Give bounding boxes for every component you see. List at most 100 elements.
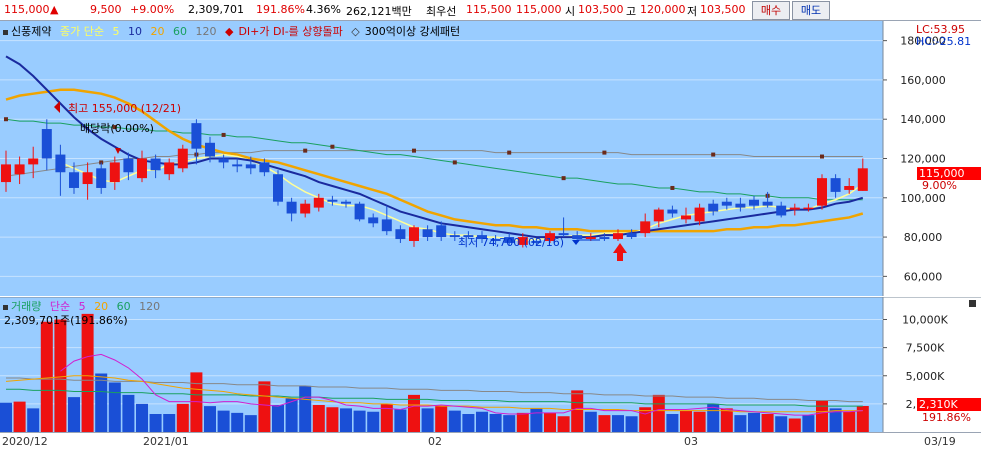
price-ma120-line — [5, 150, 863, 177]
x-label-2021-01: 2021/01 — [143, 435, 189, 448]
candle-body — [477, 235, 487, 240]
volume-bar — [149, 414, 162, 432]
candle-body — [123, 158, 134, 173]
ma60-label: 60 — [172, 25, 187, 38]
price-ma60-line — [5, 118, 863, 201]
ma-label: 종가 단순 — [59, 25, 104, 38]
candle-body — [259, 162, 270, 173]
volume-legend: 거래량 단순 5 20 60 120 — [3, 298, 165, 314]
candle-body — [327, 199, 338, 202]
ma120-marker — [711, 152, 716, 157]
candle-body — [96, 168, 107, 188]
candle-body — [762, 201, 773, 206]
volume-bar — [462, 414, 475, 432]
volume-current-text: 2,309,701주(191.86%) — [4, 314, 128, 327]
price-axis-label: 80,000 — [904, 231, 943, 244]
dividend-marker-icon — [115, 148, 121, 154]
candle-body — [721, 201, 732, 206]
candle-body — [558, 233, 569, 236]
candle-body — [177, 148, 188, 169]
candle-body — [626, 233, 637, 238]
volume-bar — [856, 406, 869, 432]
volume-bar — [176, 403, 189, 432]
ma5-label: 5 — [112, 25, 120, 38]
volume-bar — [108, 382, 121, 432]
volume-bar — [476, 411, 488, 432]
candle-body — [191, 123, 202, 149]
candle-body — [449, 235, 460, 238]
trade-value: 262,121백만 — [346, 5, 412, 18]
price-chart-panel[interactable]: 180,000 160,000 140,000 120,000 100,000 80,00… — [0, 21, 981, 296]
volume-bar — [312, 405, 325, 432]
candle-body — [164, 162, 175, 175]
volume-bar — [516, 412, 529, 432]
volume-bar — [13, 401, 26, 432]
ma120-label: 120 — [195, 25, 217, 38]
candle-body — [613, 233, 623, 240]
volume-bar — [190, 372, 203, 432]
current-price: 115,000 — [4, 3, 50, 16]
volume-bar — [394, 409, 407, 432]
buy-button[interactable]: 매수 — [752, 1, 790, 20]
ma120-marker — [602, 150, 607, 155]
candle-body — [436, 225, 447, 238]
price-chart[interactable]: 180,000 160,000 140,000 120,000 100,000 80,00… — [0, 21, 981, 296]
sell-button[interactable]: 매도 — [792, 1, 830, 20]
volume-bar — [802, 415, 815, 432]
candle-body — [218, 158, 229, 163]
price-axis-label: 60,000 — [904, 270, 943, 283]
candle-body — [490, 239, 501, 241]
last-volume-tag: 2,310K — [917, 398, 981, 411]
candle-body — [517, 237, 528, 245]
volume-bar — [571, 390, 584, 432]
volume-bar — [775, 416, 788, 432]
volume-bar — [81, 313, 94, 432]
volume-bar — [693, 411, 706, 432]
max-price-annotation: 최고 155,000 (12/21) — [68, 102, 182, 115]
candle-body — [409, 227, 419, 241]
volume-bar — [584, 411, 597, 432]
price-ma10-line — [5, 55, 864, 239]
volume-bar — [489, 414, 502, 432]
volume-bar — [353, 410, 366, 432]
price-axis-label: 180,000 — [900, 35, 946, 48]
volume-title: 거래량 — [11, 300, 42, 313]
candle-body — [395, 229, 406, 240]
last-price-tag: 115,000 — [917, 167, 981, 180]
candle-body — [749, 199, 759, 206]
candle-body — [667, 209, 678, 214]
volume-bar — [367, 411, 380, 432]
priority-label: 최우선 — [426, 5, 457, 18]
volume-ma60-line — [6, 388, 863, 407]
x-label-03: 03 — [684, 435, 698, 448]
up-arrow-icon: ▲ — [50, 3, 59, 16]
volume-bar — [380, 403, 393, 432]
x-label-current-date: 03/19 — [924, 435, 956, 448]
volume-axis-label: 7,500K — [906, 342, 945, 355]
candle-body — [694, 207, 705, 222]
candle-body — [830, 178, 841, 192]
volume-bar — [217, 410, 230, 432]
candle-body — [245, 164, 256, 169]
candle-body — [531, 241, 542, 243]
price-axis-background — [883, 21, 981, 296]
volume-ma-label: 단순 — [49, 300, 71, 313]
ma60-marker — [4, 117, 8, 122]
low-price: 103,500 — [700, 3, 746, 16]
buy-signal-arrow-icon — [613, 243, 627, 253]
candle-body — [368, 217, 379, 224]
price-change: 9,500 — [90, 3, 122, 16]
volume-bar — [829, 408, 842, 432]
volume-bar — [435, 406, 448, 432]
volume-bar — [544, 412, 556, 432]
candle-body — [313, 197, 324, 208]
di-signal-text: DI+가 DI-를 상향돌파 — [238, 25, 343, 38]
legend-square-icon — [3, 30, 8, 35]
legend-square-icon — [3, 305, 8, 310]
candle-body — [857, 168, 868, 191]
candle-body — [803, 207, 814, 210]
volume-bar — [27, 408, 40, 432]
close-panel-icon[interactable] — [968, 299, 977, 308]
